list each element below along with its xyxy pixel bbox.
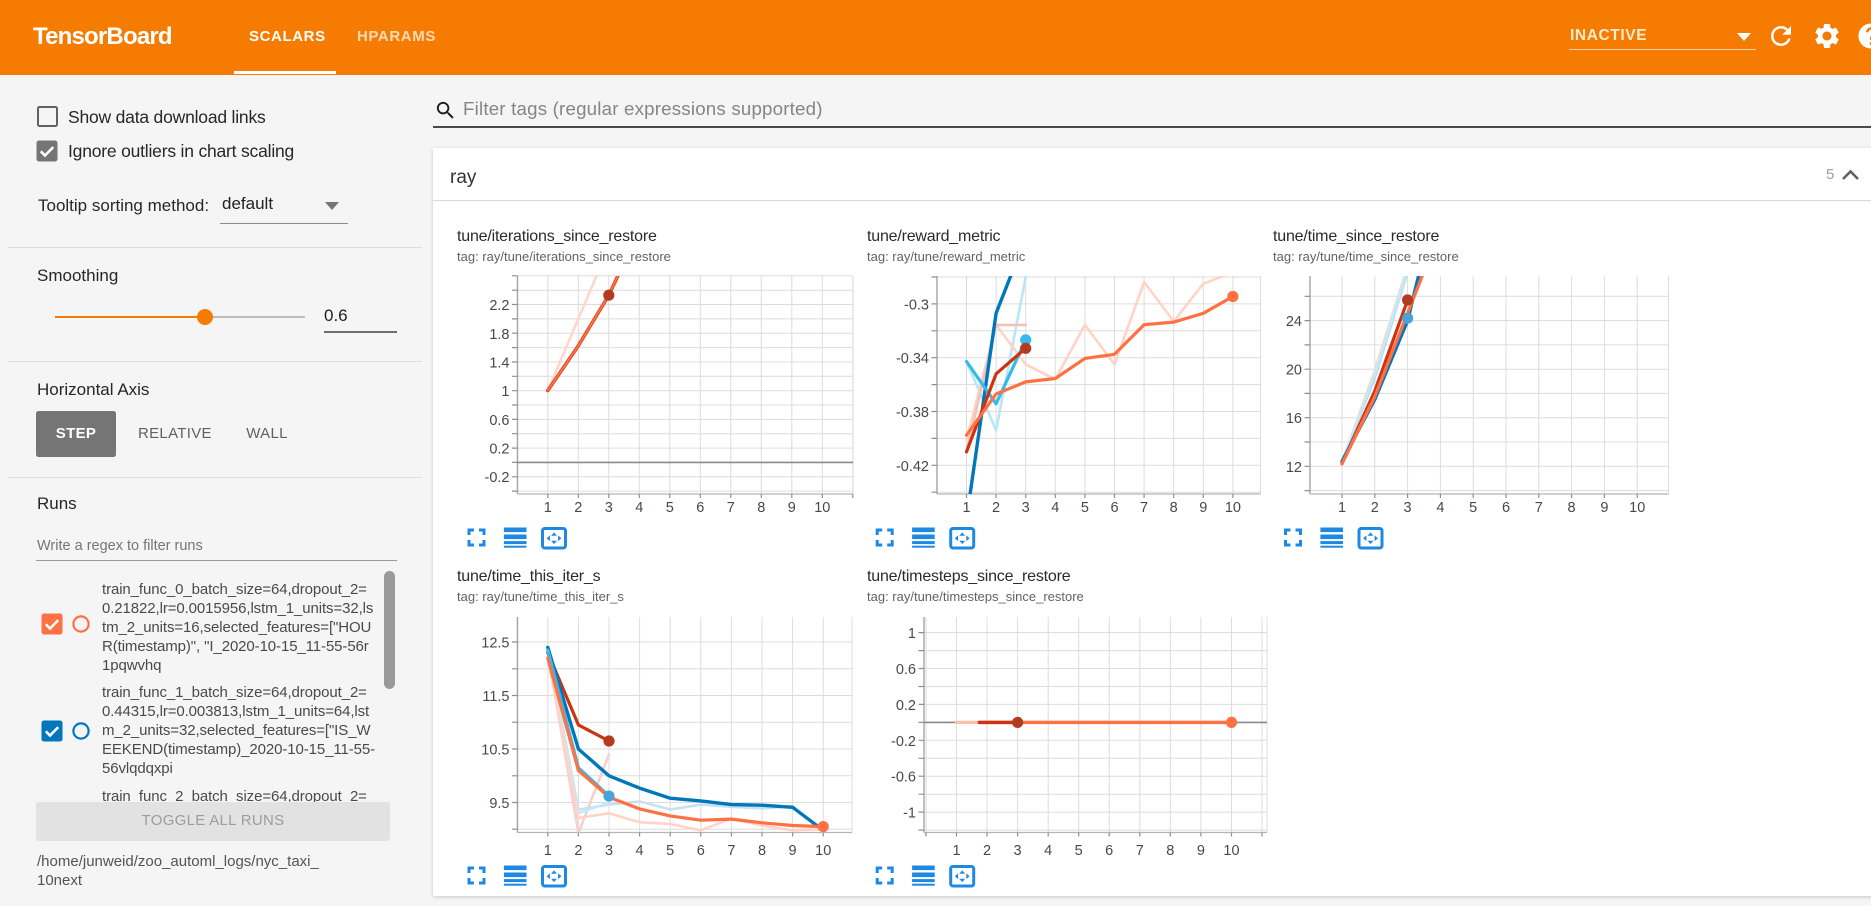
svg-text:7: 7 [727,843,735,859]
svg-text:4: 4 [636,843,644,859]
svg-text:2.2: 2.2 [489,298,509,314]
svg-text:8: 8 [758,843,766,859]
svg-text:0.6: 0.6 [489,413,509,429]
svg-text:2: 2 [983,843,991,859]
svg-text:9: 9 [1199,500,1207,516]
svg-text:10: 10 [1629,500,1645,516]
svg-text:0.2: 0.2 [489,442,509,458]
svg-text:-0.34: -0.34 [896,351,929,367]
svg-text:6: 6 [696,500,704,516]
svg-text:11.5: 11.5 [482,689,509,705]
svg-text:5: 5 [666,843,674,859]
svg-text:1: 1 [1338,500,1346,516]
svg-text:-0.6: -0.6 [891,770,916,786]
svg-text:10: 10 [1223,843,1239,859]
svg-text:1: 1 [908,626,916,642]
svg-text:4: 4 [1436,500,1444,516]
svg-text:-0.2: -0.2 [891,734,916,750]
svg-text:1: 1 [962,500,970,516]
svg-text:3: 3 [1404,500,1412,516]
svg-text:1: 1 [544,843,552,859]
svg-text:9.5: 9.5 [489,796,509,812]
svg-text:3: 3 [605,500,613,516]
svg-text:10: 10 [814,500,830,516]
svg-text:7: 7 [1140,500,1148,516]
svg-text:9: 9 [789,843,797,859]
svg-text:-0.42: -0.42 [896,459,929,475]
svg-text:5: 5 [1469,500,1477,516]
svg-text:2: 2 [1371,500,1379,516]
svg-text:-0.38: -0.38 [896,405,929,421]
svg-text:12.5: 12.5 [481,636,509,652]
svg-text:4: 4 [635,500,643,516]
svg-text:9: 9 [788,500,796,516]
svg-text:10.5: 10.5 [481,743,509,759]
svg-text:3: 3 [605,843,613,859]
svg-text:2: 2 [574,500,582,516]
svg-text:1: 1 [952,843,960,859]
svg-text:1.8: 1.8 [489,327,509,343]
svg-text:1.4: 1.4 [489,355,509,371]
svg-text:0.2: 0.2 [896,698,916,714]
svg-text:4: 4 [1044,843,1052,859]
svg-text:7: 7 [1136,843,1144,859]
svg-text:6: 6 [1502,500,1510,516]
svg-text:3: 3 [1022,500,1030,516]
svg-text:9: 9 [1197,843,1205,859]
svg-text:-0.2: -0.2 [485,470,510,486]
svg-text:2: 2 [992,500,1000,516]
svg-text:24: 24 [1286,314,1302,330]
svg-text:6: 6 [697,843,705,859]
svg-text:12: 12 [1286,460,1302,476]
svg-text:8: 8 [1166,843,1174,859]
svg-text:8: 8 [757,500,765,516]
svg-text:-1: -1 [903,806,916,822]
svg-text:4: 4 [1051,500,1059,516]
svg-text:16: 16 [1286,411,1302,427]
svg-text:5: 5 [666,500,674,516]
svg-text:1: 1 [544,500,552,516]
svg-text:20: 20 [1286,363,1302,379]
svg-text:6: 6 [1110,500,1118,516]
svg-text:1: 1 [501,384,509,400]
svg-text:9: 9 [1600,500,1608,516]
svg-text:0.6: 0.6 [896,662,916,678]
svg-text:7: 7 [727,500,735,516]
svg-text:10: 10 [1225,500,1241,516]
svg-text:7: 7 [1535,500,1543,516]
svg-text:6: 6 [1105,843,1113,859]
svg-text:10: 10 [815,843,831,859]
svg-text:2: 2 [574,843,582,859]
svg-text:8: 8 [1170,500,1178,516]
svg-text:8: 8 [1568,500,1576,516]
svg-text:3: 3 [1014,843,1022,859]
svg-text:-0.3: -0.3 [904,297,929,313]
svg-text:5: 5 [1075,843,1083,859]
svg-text:5: 5 [1081,500,1089,516]
